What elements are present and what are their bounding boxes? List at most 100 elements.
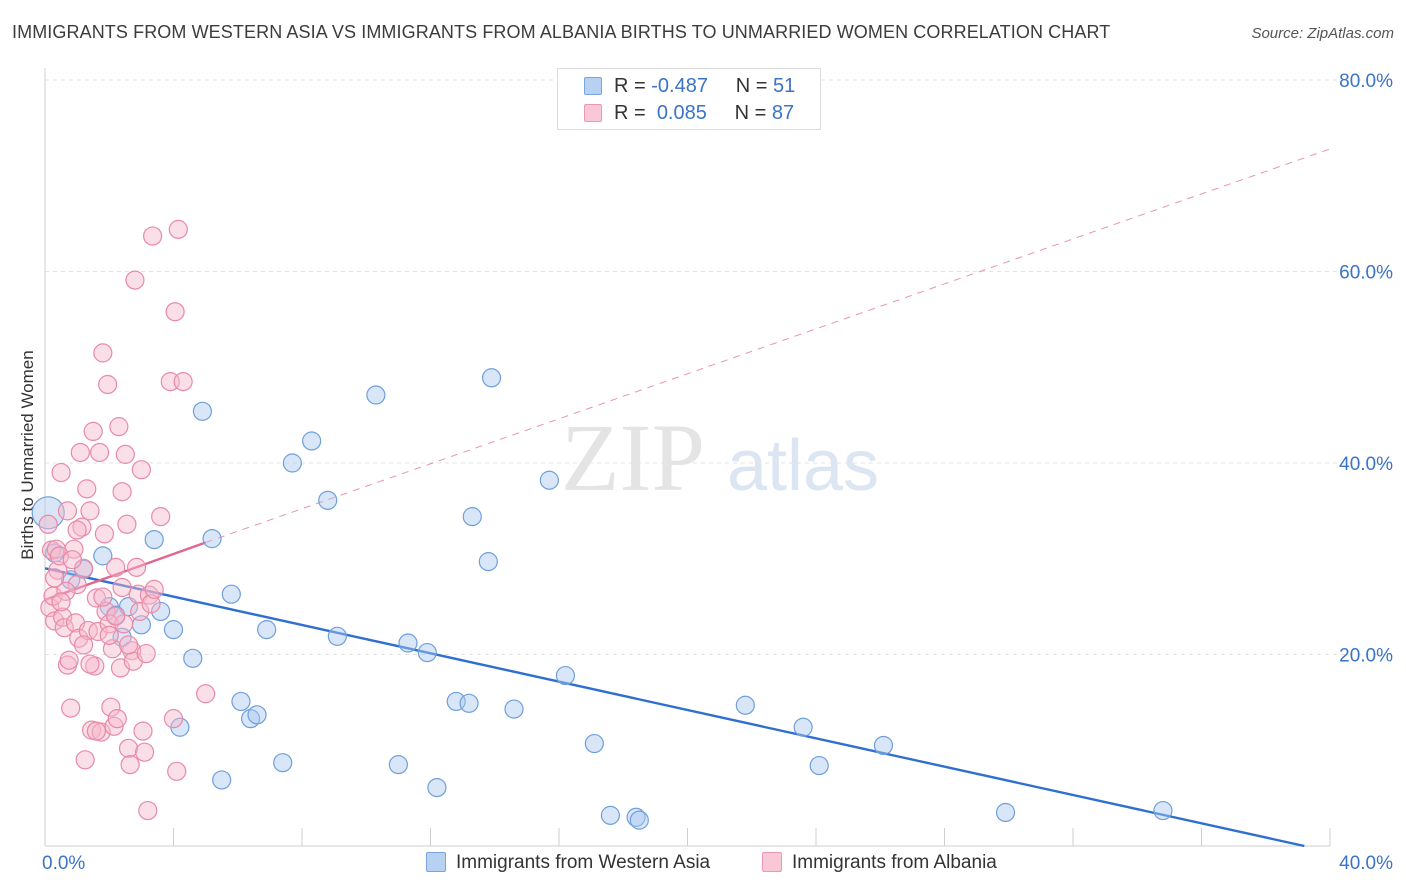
point-western-asia-16 <box>202 529 222 549</box>
point-albania-72 <box>49 546 70 566</box>
point-albania-77 <box>80 654 100 674</box>
point-albania-17 <box>70 442 90 463</box>
point-western-asia-31 <box>417 642 437 663</box>
point-western-asia-39 <box>539 470 559 490</box>
point-albania-76 <box>73 635 94 655</box>
trend-lines <box>44 148 1331 848</box>
point-western-asia-35 <box>462 507 482 527</box>
point-albania-28 <box>88 621 108 642</box>
legend-swatch-blue <box>584 77 602 95</box>
legend-r-value-2: 0.085 <box>656 102 707 124</box>
point-western-asia-40 <box>555 665 576 686</box>
point-albania-11 <box>59 650 79 670</box>
legend-r-value-1: -0.487 <box>651 75 708 97</box>
point-albania-78 <box>86 721 107 741</box>
source-label: Source: ZipAtlas.com <box>1251 25 1394 42</box>
point-albania-34 <box>98 374 118 395</box>
point-western-asia-48 <box>873 735 894 756</box>
point-western-asia-43 <box>626 807 646 827</box>
point-albania-58 <box>136 643 156 664</box>
point-albania-46 <box>117 514 137 534</box>
point-albania-22 <box>78 620 98 641</box>
point-albania-36 <box>101 697 121 717</box>
point-western-asia-37 <box>481 368 502 388</box>
trend-line-albania-2 <box>205 148 1331 543</box>
point-albania-20 <box>75 750 95 770</box>
point-western-asia-24 <box>282 453 302 473</box>
point-western-asia-42 <box>600 805 621 825</box>
point-albania-0 <box>38 514 58 534</box>
point-albania-62 <box>143 226 163 246</box>
y-tick-label-20: 20.0% <box>1339 646 1393 667</box>
grid-layer <box>45 79 1392 655</box>
bottom-legend-label-western-asia: Immigrants from Western Asia <box>456 852 711 873</box>
point-western-asia-45 <box>735 695 755 715</box>
y-tick-label-60: 60.0% <box>1339 263 1393 284</box>
point-albania-51 <box>125 270 145 290</box>
watermark: ZIP atlas <box>561 404 879 511</box>
point-western-asia-14 <box>183 648 203 668</box>
point-albania-38 <box>104 716 124 736</box>
tick-labels: 20.0% 40.0% 60.0% 80.0% 0.0% 40.0% <box>42 71 1393 874</box>
point-albania-66 <box>163 709 184 729</box>
point-albania-86 <box>57 501 78 521</box>
point-western-asia-22 <box>257 620 277 640</box>
point-albania-25 <box>83 421 103 442</box>
y-tick-label-40: 40.0% <box>1339 454 1393 475</box>
x-tick-label-min: 0.0% <box>42 853 85 874</box>
watermark-atlas: atlas <box>727 426 879 506</box>
bottom-legend-albania: Immigrants from Albania <box>762 852 997 874</box>
point-albania-80 <box>99 625 119 645</box>
point-albania-32 <box>94 524 115 544</box>
point-albania-75 <box>67 520 87 540</box>
point-western-asia-50 <box>1153 800 1173 821</box>
point-albania-70 <box>173 372 193 392</box>
point-western-asia-29 <box>388 755 408 775</box>
point-albania-29 <box>90 442 110 463</box>
point-western-asia-38 <box>504 699 524 719</box>
point-albania-47 <box>118 738 139 758</box>
y-tick-label-80: 80.0% <box>1339 71 1393 92</box>
point-albania-33 <box>96 601 116 622</box>
bottom-legend-western-asia: Immigrants from Western Asia <box>426 852 710 874</box>
bottom-legend-swatch-pink <box>762 852 782 872</box>
trend-line-albania-1 <box>44 541 207 602</box>
watermark-zip: ZIP <box>561 404 705 511</box>
point-western-asia-27 <box>327 626 347 646</box>
point-western-asia-15 <box>192 401 213 421</box>
point-western-asia-4 <box>93 546 113 566</box>
point-western-asia-47 <box>809 755 829 776</box>
x-tick-label-max: 40.0% <box>1339 853 1393 874</box>
point-albania-15 <box>67 575 87 595</box>
axis-layer <box>44 68 1331 847</box>
bottom-legend-label-albania: Immigrants from Albania <box>792 852 997 873</box>
point-albania-64 <box>151 507 171 527</box>
point-albania-55 <box>131 460 151 480</box>
point-albania-83 <box>118 635 139 655</box>
point-western-asia-18 <box>221 584 241 604</box>
point-western-asia-26 <box>318 490 338 510</box>
legend-n-label-1: N = <box>735 75 768 97</box>
point-albania-57 <box>134 742 155 762</box>
point-albania-63 <box>144 579 164 599</box>
point-albania-7 <box>51 462 71 483</box>
point-western-asia-30 <box>398 633 418 653</box>
point-albania-40 <box>107 709 127 729</box>
point-albania-68 <box>167 761 187 781</box>
data-points <box>31 219 1173 830</box>
point-albania-41 <box>109 417 129 437</box>
point-albania-74 <box>62 550 82 570</box>
point-western-asia-25 <box>302 431 322 451</box>
point-albania-9 <box>54 618 74 638</box>
point-western-asia-34 <box>459 693 479 713</box>
point-albania-31 <box>93 343 113 363</box>
legend-r-label-1: R = <box>614 75 646 97</box>
point-albania-48 <box>120 755 140 775</box>
point-albania-59 <box>138 800 158 821</box>
point-albania-45 <box>115 444 135 464</box>
point-albania-27 <box>86 588 107 608</box>
legend-swatch-pink <box>584 104 602 122</box>
point-albania-12 <box>61 698 81 718</box>
point-western-asia-19 <box>231 691 251 712</box>
